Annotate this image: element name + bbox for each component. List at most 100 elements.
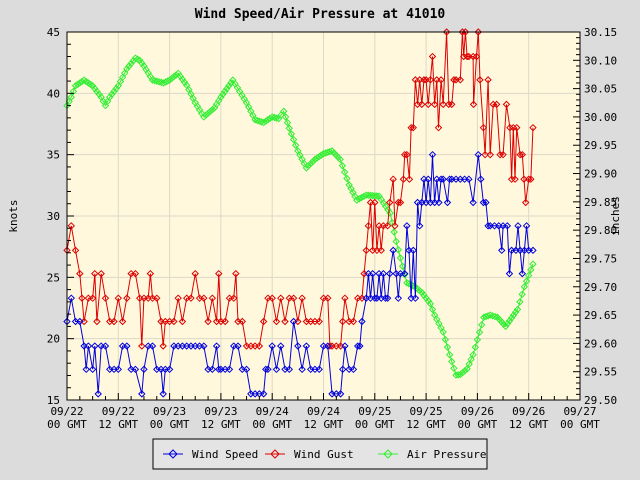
wind-gust-point (516, 150, 524, 159)
wind-gust-point (373, 246, 381, 255)
wind-speed-point (159, 390, 167, 398)
wind-speed-point (341, 342, 349, 350)
wind-gust-point (221, 317, 229, 326)
air-pressure-point (430, 311, 439, 319)
wind-gust-point (349, 317, 358, 326)
air-pressure-point (121, 69, 129, 77)
air-pressure-point (522, 277, 531, 285)
wind-speed-point (426, 198, 435, 207)
air-pressure-point (180, 78, 189, 86)
wind-speed-point (289, 317, 298, 326)
wind-speed-point (349, 365, 358, 374)
wind-gust-point (178, 317, 187, 326)
air-pressure-point (298, 155, 306, 164)
air-pressure-point (78, 77, 86, 86)
x-tick-label-date: 09/25 (410, 405, 443, 418)
wind-gust-point (502, 100, 511, 109)
wind-speed-point (182, 342, 191, 350)
air-pressure-point (86, 80, 95, 89)
wind-gust-point (232, 269, 240, 278)
y-right-tick-label: 29.85 (584, 196, 617, 209)
wind-speed-point (255, 390, 264, 398)
air-pressure-point (101, 101, 110, 110)
air-pressure-point (178, 75, 187, 83)
air-pressure-point (529, 260, 537, 268)
wind-speed-point (422, 198, 430, 207)
y-left-tick-label: 15 (47, 394, 60, 407)
wind-gust-point (315, 317, 323, 326)
x-tick-label-date: 09/26 (512, 405, 545, 418)
air-pressure-point (114, 82, 123, 90)
wind-speed-point (520, 246, 529, 255)
air-pressure-point (357, 193, 366, 202)
air-pressure-point (384, 206, 392, 214)
air-pressure-point (507, 314, 516, 322)
wind-gust-point (289, 294, 298, 302)
air-pressure-point (215, 96, 223, 105)
air-pressure-point (191, 99, 199, 107)
wind-gust-point (80, 317, 88, 326)
wind-gust-point (506, 123, 514, 132)
wind-speed-point (71, 317, 80, 326)
wind-speed-point (356, 342, 364, 350)
air-pressure-point (73, 80, 82, 89)
air-pressure-point (67, 93, 75, 101)
air-pressure-point (296, 151, 304, 159)
wind-speed-point (518, 269, 526, 278)
wind-gust-point (403, 150, 411, 159)
wind-gust-point (106, 317, 114, 326)
air-pressure-point (187, 90, 195, 98)
wind-gust-point (469, 52, 477, 61)
air-pressure-point (513, 305, 522, 314)
air-pressure-point (133, 55, 142, 63)
wind-gust-point (472, 52, 481, 61)
air-pressure-point (283, 118, 292, 127)
air-pressure-point (362, 191, 370, 199)
air-pressure-point (518, 290, 526, 299)
air-pressure-point (116, 77, 125, 86)
air-pressure-point (294, 147, 302, 155)
wind-gust-point (396, 198, 405, 207)
wind-speed-point (247, 390, 255, 398)
air-pressure-point (353, 196, 361, 204)
wind-speed-point (389, 246, 397, 255)
air-pressure-point (343, 174, 351, 183)
air-pressure-point (210, 104, 219, 112)
y-left-tick-label: 45 (47, 26, 60, 39)
air-pressure-point (516, 298, 524, 306)
x-tick-label-time: 00 GMT (150, 418, 190, 431)
wind-speed-point (174, 342, 182, 350)
air-pressure-point (473, 336, 482, 344)
x-tick-label-time: 12 GMT (509, 418, 549, 431)
wind-speed-point (195, 342, 204, 350)
wind-gust-point (114, 294, 123, 302)
wind-gust-point (165, 317, 174, 326)
wind-speed-point (482, 198, 490, 207)
wind-gust-point (405, 175, 414, 183)
x-tick-label-time: 00 GMT (47, 418, 87, 431)
wind-gust-point (157, 317, 165, 326)
x-tick-label-time: 12 GMT (201, 418, 241, 431)
wind-speed-series (63, 150, 537, 398)
wind-speed-point (170, 342, 178, 350)
wind-speed-point (306, 365, 315, 374)
wind-speed-point (420, 175, 428, 183)
air-pressure-point (257, 118, 266, 126)
wind-gust-point (212, 317, 221, 326)
wind-speed-point (101, 342, 110, 350)
wind-gust-point (527, 175, 535, 183)
wind-gust-point (217, 317, 225, 326)
air-pressure-point (236, 87, 244, 96)
air-pressure-point (428, 305, 437, 314)
wind-gust-point (144, 294, 152, 302)
wind-gust-point (522, 198, 530, 207)
wind-speed-point (67, 294, 75, 302)
wind-gust-point (445, 100, 453, 109)
wind-gust-point (146, 269, 155, 278)
legend-label: Air Pressure (407, 448, 486, 461)
air-pressure-point (471, 343, 479, 351)
wind-gust-point (182, 294, 191, 302)
air-pressure-point (463, 365, 471, 373)
wind-speed-point (242, 365, 251, 374)
wind-gust-point (131, 269, 140, 278)
